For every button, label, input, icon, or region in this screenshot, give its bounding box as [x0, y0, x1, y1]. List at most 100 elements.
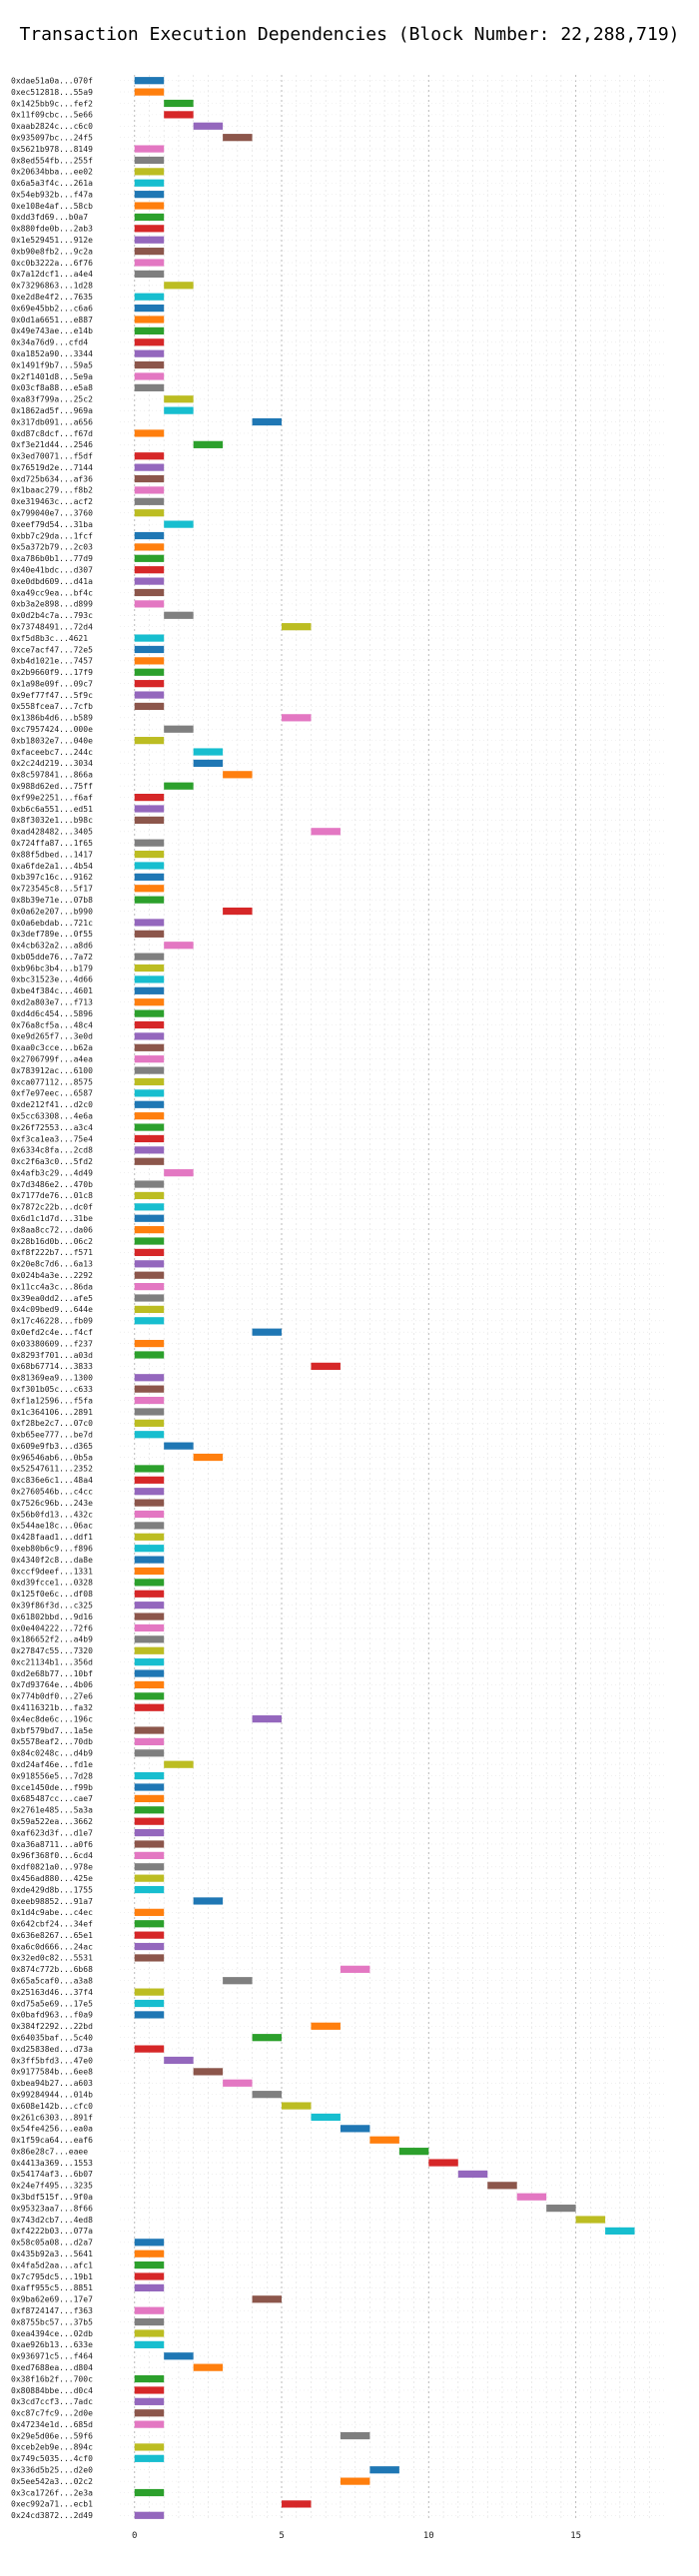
tx-label: 0xa36a8711...a0f6	[11, 1840, 93, 1849]
tx-bar	[134, 531, 165, 540]
tx-label: 0xf3e21d44...2546	[11, 440, 93, 449]
tx-label: 0x7d3486e2...470b	[11, 1180, 93, 1189]
tx-label: 0xca077112...8575	[11, 1077, 93, 1086]
tx-bar	[134, 1806, 165, 1814]
tx-bar	[134, 1703, 165, 1711]
tx-bar	[134, 509, 165, 517]
tx-label: 0x99284944...014b	[11, 2090, 93, 2099]
tx-bar	[134, 316, 165, 323]
tx-bar	[164, 1442, 194, 1450]
tx-label: 0x1c364106...2891	[11, 1408, 93, 1417]
tx-bar	[164, 1760, 194, 1768]
tx-bar	[134, 2306, 165, 2314]
x-tick-label: 0	[132, 2531, 137, 2541]
tx-bar	[164, 282, 194, 290]
tx-label: 0xf4222b03...077a	[11, 2227, 93, 2236]
tx-label: 0x6a5a3f4c...261a	[11, 179, 93, 188]
tx-bar	[134, 645, 165, 654]
tx-bar	[134, 1009, 165, 1017]
tx-bar	[134, 360, 165, 369]
tx-bar	[134, 1396, 165, 1405]
tx-label: 0x4340f2c8...da8e	[11, 1556, 93, 1565]
tx-label: 0x743d2cb7...4ed8	[11, 2216, 93, 2225]
tx-bar	[134, 737, 165, 745]
tx-bar	[134, 486, 165, 494]
tx-label: 0xb4d1021e...7457	[11, 657, 93, 666]
tx-label: 0x64035baf...5c40	[11, 2033, 93, 2042]
tx-bar	[134, 657, 165, 665]
tx-label: 0x1baac279...f8b2	[11, 486, 93, 495]
tx-bar	[134, 1817, 165, 1825]
tx-label: 0x1d4c9abe...c4ec	[11, 1908, 93, 1917]
tx-bar	[134, 702, 165, 711]
tx-label: 0x95323aa7...8f66	[11, 2204, 93, 2213]
tx-bar	[134, 1988, 165, 1996]
tx-label: 0x935097bc...24f5	[11, 133, 93, 142]
tx-label: 0x84c0248c...d4b9	[11, 1749, 93, 1758]
tx-bar	[252, 2034, 283, 2042]
x-tick-label: 5	[279, 2531, 284, 2541]
tx-label: 0x47234e1d...685d	[11, 2420, 93, 2429]
tx-label: 0x54174af3...6b07	[11, 2170, 93, 2179]
tx-label: 0x38f16b2f...700c	[11, 2374, 93, 2383]
tx-bar	[164, 99, 194, 108]
tx-bar	[134, 213, 165, 222]
tx-bar	[134, 1226, 165, 1234]
tx-bar	[134, 577, 165, 585]
tx-label: 0x54eb932b...f47a	[11, 190, 93, 199]
tx-label: 0x88f5dbed...1417	[11, 850, 93, 859]
tx-bar	[340, 2477, 370, 2485]
tx-bar	[134, 873, 165, 881]
tx-label: 0xc87c7fc9...2d0e	[11, 2409, 93, 2418]
tx-label: 0xbea94b27...a603	[11, 2079, 93, 2088]
tx-label: 0x4ec8de6c...196c	[11, 1714, 93, 1723]
tx-label: 0x336d5b25...d2e0	[11, 2466, 93, 2475]
tx-label: 0xb3a2e898...d899	[11, 600, 93, 609]
tx-label: 0xeb80b6c9...f896	[11, 1544, 93, 1553]
tx-label: 0xaff955c5...8851	[11, 2283, 93, 2292]
tx-bar	[134, 1385, 165, 1393]
tx-bar	[134, 1726, 165, 1734]
tx-bar	[193, 122, 224, 130]
tx-bar	[134, 1522, 165, 1530]
tx-bar	[487, 2182, 517, 2190]
tx-label: 0xad428482...3405	[11, 828, 93, 837]
tx-label: 0x03cf8a88...e5a8	[11, 383, 93, 392]
tx-label: 0xea4394ce...02db	[11, 2329, 93, 2338]
tx-label: 0xb397c16c...9162	[11, 873, 93, 882]
x-axis-ticks: 0 5 10 15	[132, 2531, 581, 2541]
tx-bar	[605, 2227, 635, 2236]
tx-label: 0x3ed70071...f5df	[11, 452, 93, 461]
tx-bar	[134, 1794, 165, 1802]
tx-bar	[134, 1180, 165, 1188]
tx-bar	[282, 2102, 312, 2110]
tx-bar	[134, 236, 165, 244]
tx-label: 0xf99e2251...f6af	[11, 793, 93, 802]
tx-bar	[164, 2056, 194, 2065]
y-axis-labels: 0xdae51a0a...070f 0xec512818...55a9 0x1425…	[11, 76, 93, 2520]
tx-label: 0x65a5caf0...a3a8	[11, 1977, 93, 1986]
tx-label: 0x4116321b...fa32	[11, 1703, 93, 1712]
tx-label: 0x6d1c1d7d...31be	[11, 1214, 93, 1223]
tx-label: 0xe0dbd609...d41a	[11, 577, 93, 586]
tx-label: 0x2c24d219...3034	[11, 759, 93, 768]
tx-bar	[134, 2045, 165, 2053]
tx-label: 0xbb7c29da...1fcf	[11, 531, 93, 540]
tx-bar	[134, 2511, 165, 2519]
tx-bar	[134, 2272, 165, 2280]
tx-bar	[134, 794, 165, 802]
tx-bar	[193, 2363, 224, 2371]
tx-label: 0xb65ee777...be7d	[11, 1431, 93, 1440]
tx-label: 0xaab2824c...c6c0	[11, 122, 93, 131]
tx-label: 0x0d2b4c7a...793c	[11, 611, 93, 620]
tx-bar	[164, 520, 194, 528]
tx-bar	[193, 1897, 224, 1905]
tx-label: 0x1386b4d6...b589	[11, 714, 93, 723]
tx-label: 0x8b39e71e...07b8	[11, 896, 93, 905]
tx-label: 0x68b67714...3833	[11, 1362, 93, 1371]
tx-label: 0x609e9fb3...d365	[11, 1442, 93, 1451]
tx-bar	[369, 2466, 399, 2474]
tx-bar	[164, 2352, 194, 2360]
tx-label: 0x9ba62e69...17e7	[11, 2295, 93, 2304]
tx-label: 0x86e28c7...eaee	[11, 2147, 88, 2156]
